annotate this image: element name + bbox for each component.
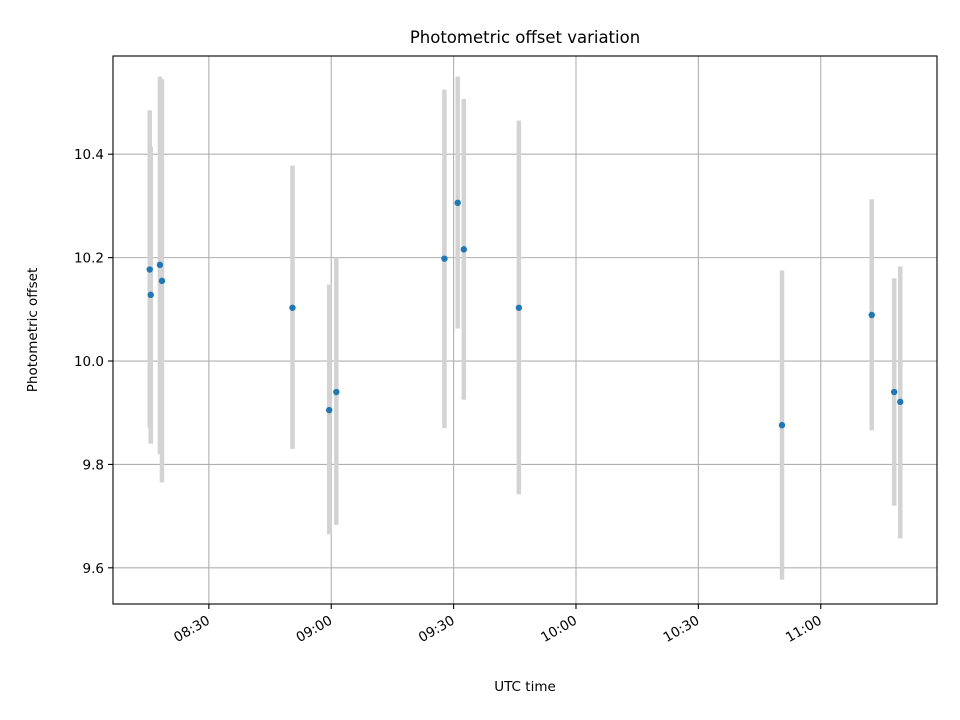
- plot-frame: [112, 55, 938, 605]
- y-tick-label: 10.4: [74, 147, 104, 163]
- y-axis-label: Photometric offset: [25, 268, 41, 392]
- x-tick-label: 08:30: [171, 613, 213, 646]
- data-point: [156, 261, 164, 269]
- data-point: [897, 398, 904, 406]
- x-tick-label: 11:00: [783, 613, 825, 646]
- data-point: [778, 421, 786, 429]
- x-tick-label: 09:30: [416, 613, 458, 646]
- data-point: [441, 255, 448, 262]
- data-point: [868, 311, 875, 319]
- data-point: [890, 388, 898, 396]
- grid-layer: [113, 56, 937, 604]
- data-point: [460, 246, 468, 253]
- x-axis-label: UTC time: [494, 679, 556, 695]
- x-tick-label: 10:00: [538, 613, 580, 646]
- data-point: [147, 291, 154, 299]
- x-tick-label: 10:30: [661, 613, 703, 646]
- tick-layer: 08:30 09:00 09:30 10:00 10:30 11:00 9.6 9.8 10.0…: [74, 147, 825, 646]
- data-point: [158, 277, 166, 285]
- y-tick-label: 10.0: [74, 354, 104, 370]
- chart-title: Photometric offset variation: [410, 28, 640, 47]
- data-point: [515, 304, 523, 311]
- point-layer: [146, 199, 904, 429]
- y-tick-label: 9.6: [83, 561, 104, 577]
- data-point: [333, 388, 340, 396]
- x-tick-label: 09:00: [294, 613, 336, 646]
- y-tick-label: 9.8: [83, 457, 104, 473]
- data-point: [325, 406, 333, 414]
- data-point: [146, 266, 153, 273]
- y-tick-label: 10.2: [74, 251, 104, 267]
- data-point: [454, 199, 461, 207]
- errorbar-layer: [147, 76, 903, 580]
- data-point: [289, 304, 296, 311]
